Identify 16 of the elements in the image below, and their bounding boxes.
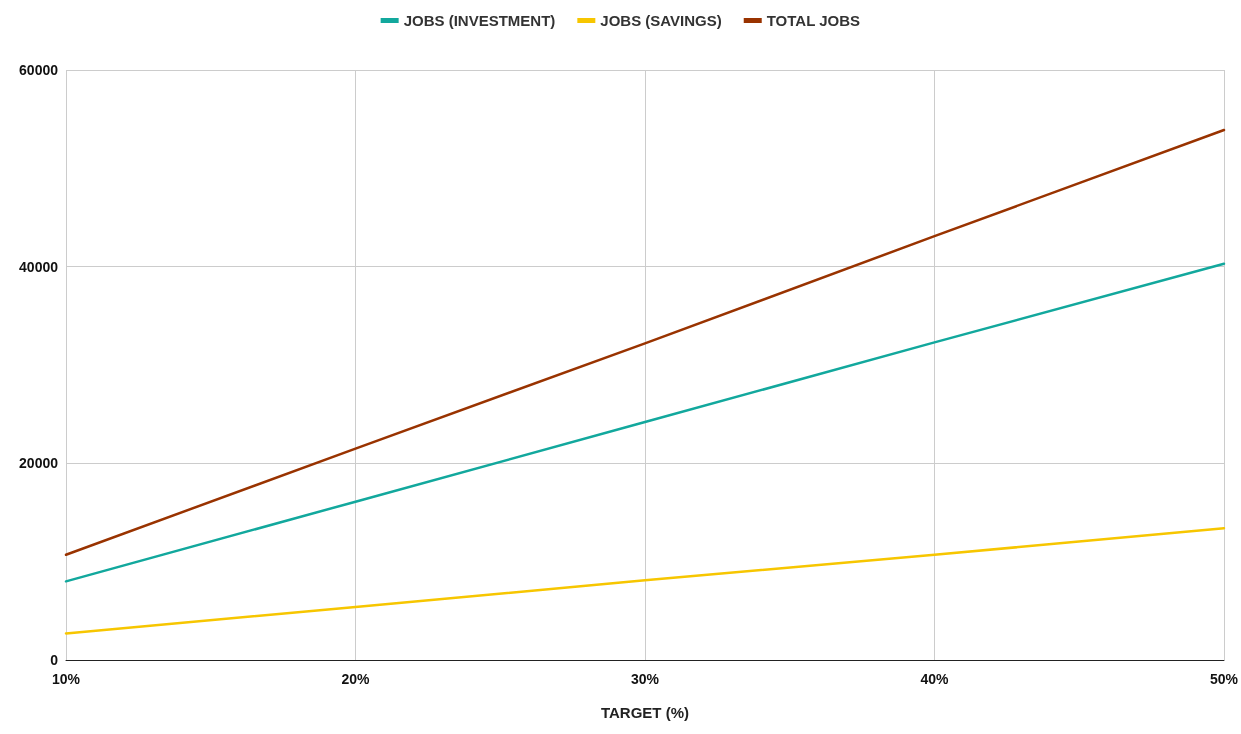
x-axis-title: TARGET (%) (600, 704, 690, 721)
y-tick-label: 0 (50, 652, 59, 668)
legend-label: JOBS (INVESTMENT) (403, 12, 556, 29)
line-series (64, 526, 1226, 635)
x-tick-label: 50% (1209, 671, 1239, 687)
legend-label: JOBS (SAVINGS) (600, 12, 722, 29)
line-series (64, 128, 1226, 557)
x-tick-label: 10% (51, 671, 81, 687)
y-tick-label: 60000 (19, 62, 59, 78)
legend-label: TOTAL JOBS (766, 12, 861, 29)
y-tick-label: 40000 (19, 258, 59, 275)
line-series (64, 262, 1226, 583)
x-tick-label: 20% (341, 671, 371, 687)
x-tick-label: 30% (630, 671, 660, 687)
y-tick-label: 20000 (19, 455, 59, 472)
x-tick-label: 40% (920, 671, 950, 687)
